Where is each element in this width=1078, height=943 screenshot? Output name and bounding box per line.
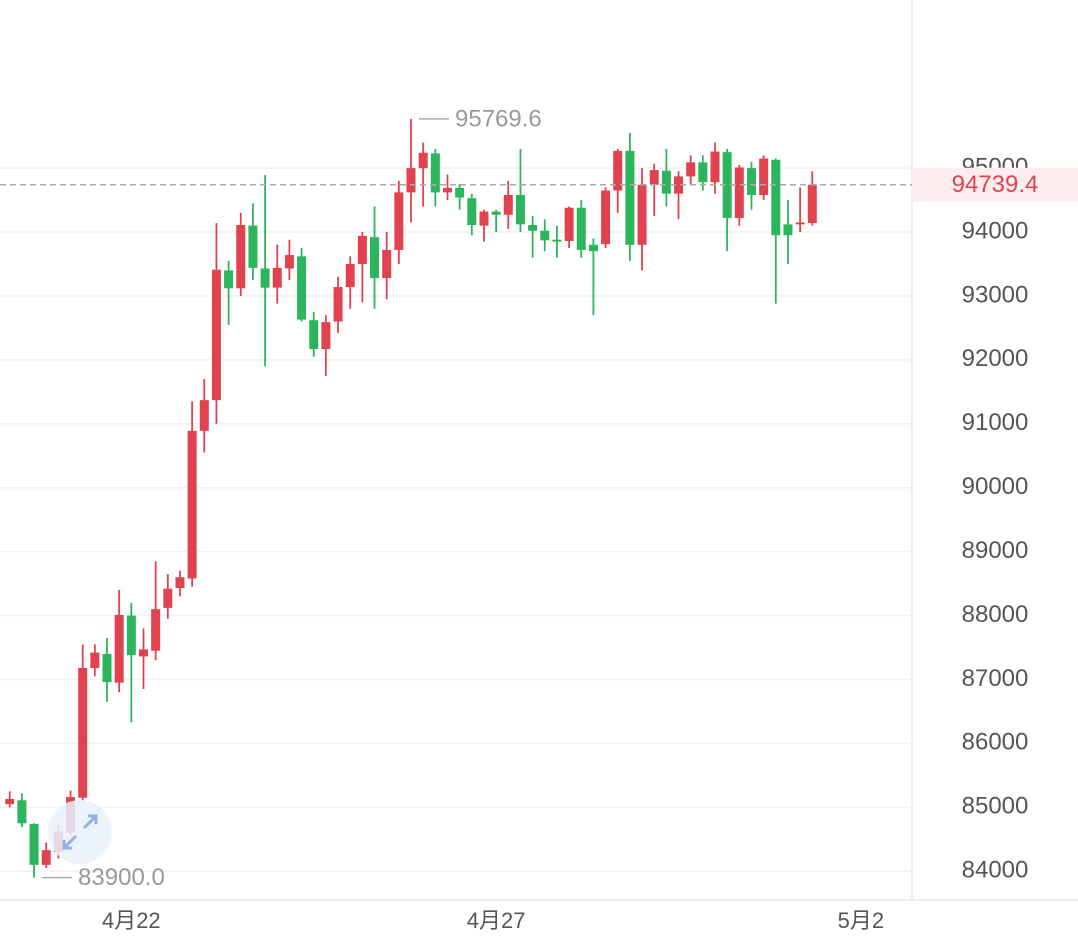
candle-body <box>467 198 477 225</box>
candle-body <box>309 320 319 350</box>
candle-body <box>540 230 550 241</box>
candle-body <box>370 237 380 279</box>
candle-body <box>126 615 136 656</box>
x-tick-label: 4月22 <box>102 908 161 933</box>
y-tick-label: 91000 <box>962 409 1029 436</box>
expand-button[interactable] <box>48 800 112 864</box>
candle-body <box>394 192 404 250</box>
candle-body <box>418 152 428 169</box>
x-tick-label: 5月2 <box>838 908 884 933</box>
x-tick-label: 4月27 <box>467 908 526 933</box>
y-tick-label: 93000 <box>962 281 1029 308</box>
candle-body <box>17 800 27 824</box>
candle-body <box>224 270 234 289</box>
candle-body <box>41 850 51 865</box>
candle-body <box>114 614 124 683</box>
candle-body <box>746 168 756 195</box>
candle-body <box>78 667 88 798</box>
candle-body <box>163 588 173 608</box>
candle-body <box>345 263 355 288</box>
candle-body <box>260 268 270 288</box>
candle-body <box>528 225 538 231</box>
candle-body <box>297 256 307 320</box>
y-tick-label: 88000 <box>962 601 1029 628</box>
candle-body <box>661 170 671 194</box>
candle-body <box>771 159 781 236</box>
high-label: 95769.6 <box>455 105 542 132</box>
candle-body <box>613 150 623 191</box>
candle-body <box>601 190 611 245</box>
expand-button-bg[interactable] <box>48 800 112 864</box>
candle-body <box>382 249 392 279</box>
candle-body <box>321 322 331 350</box>
candle-body <box>455 187 465 198</box>
candle-body <box>807 184 817 224</box>
candle-body <box>674 176 684 194</box>
candle-body <box>698 162 708 183</box>
y-tick-label: 86000 <box>962 729 1029 756</box>
y-tick-label: 89000 <box>962 537 1029 564</box>
candle-body <box>430 153 440 193</box>
y-tick-label: 87000 <box>962 665 1029 692</box>
candle-body <box>199 400 209 431</box>
candle-body <box>515 194 525 225</box>
candle-body <box>102 653 112 683</box>
candle-body <box>357 235 367 264</box>
candle-body <box>175 577 185 589</box>
expand-icon[interactable] <box>62 814 98 850</box>
candle-body <box>491 211 501 215</box>
candle-body <box>588 244 598 252</box>
candle-body <box>625 150 635 245</box>
candle-body <box>576 207 586 250</box>
candle-body <box>90 652 100 668</box>
candle-body <box>442 187 452 193</box>
candle-body <box>479 211 489 226</box>
candle-body <box>272 267 282 288</box>
candle-body <box>211 269 221 401</box>
candle-body <box>795 222 805 225</box>
candle-body <box>503 194 513 215</box>
candle-body <box>783 224 793 236</box>
candle-body <box>187 430 197 579</box>
last-price-tag <box>912 167 1078 202</box>
candle-body <box>29 823 39 865</box>
candle-body <box>722 152 732 218</box>
plot-area <box>0 118 912 878</box>
candle-body <box>637 184 647 245</box>
candle-body <box>151 609 161 651</box>
y-tick-label: 85000 <box>962 793 1029 820</box>
low-label: 83900.0 <box>78 864 165 891</box>
candle-body <box>710 151 720 183</box>
candle-body <box>236 225 246 289</box>
candle-body <box>734 167 744 218</box>
candle-body <box>564 207 574 241</box>
candle-body <box>759 158 769 195</box>
candle-body <box>333 287 343 322</box>
candle-body <box>284 255 294 269</box>
y-tick-label: 84000 <box>962 857 1029 884</box>
candle-body <box>5 799 15 805</box>
candle-body <box>649 170 659 185</box>
y-tick-label: 90000 <box>962 473 1029 500</box>
candle-body <box>686 162 696 177</box>
candle-body <box>138 649 148 657</box>
y-tick-label: 92000 <box>962 345 1029 372</box>
candle-body <box>406 168 416 193</box>
last-price-label: 94739.4 <box>952 171 1039 198</box>
candle-body <box>552 239 562 242</box>
candle-body <box>248 225 258 268</box>
y-tick-label: 94000 <box>962 217 1029 244</box>
